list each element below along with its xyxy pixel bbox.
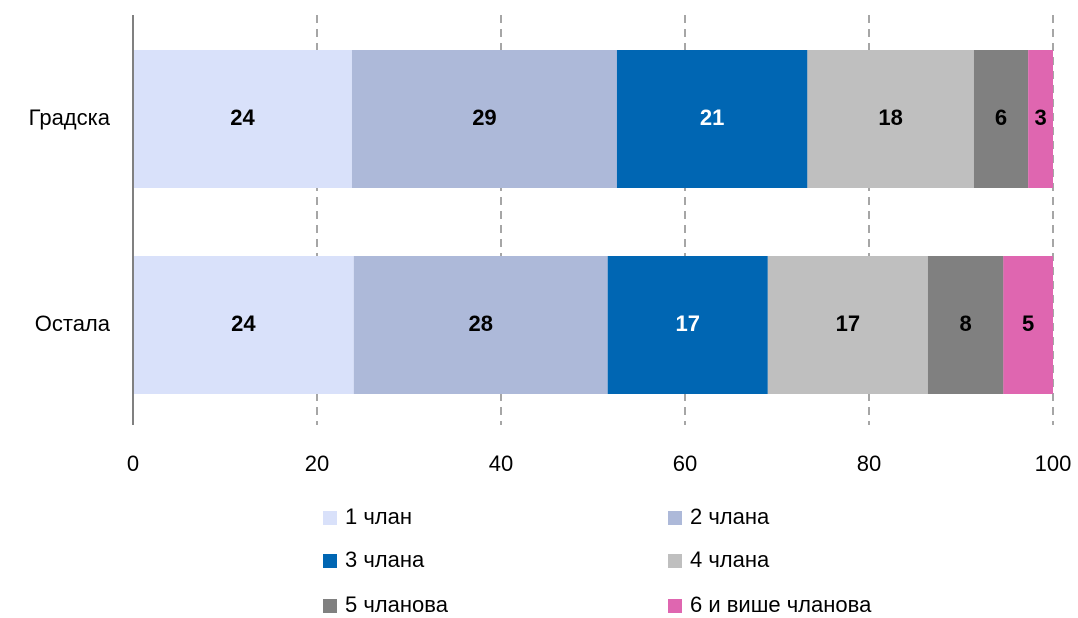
value-label: 6 — [995, 105, 1007, 130]
x-tick-label: 20 — [305, 451, 329, 476]
value-label: 24 — [231, 311, 256, 336]
bar-segment — [927, 256, 1004, 394]
value-label: 17 — [676, 311, 700, 336]
bar-segment — [353, 256, 608, 394]
legend-label: 6 и више чланова — [690, 592, 872, 617]
value-label: 24 — [230, 105, 255, 130]
bar-segment — [616, 50, 808, 188]
bar-segment — [1003, 256, 1053, 394]
bar-segment — [133, 256, 354, 394]
legend-swatch — [668, 511, 682, 525]
bar-segment — [807, 50, 974, 188]
bar-segment — [767, 256, 928, 394]
legend-label: 1 члан — [345, 504, 412, 529]
category-label: Остала — [35, 311, 111, 336]
bar-segment — [133, 50, 352, 188]
legend-swatch — [323, 599, 337, 613]
bar-segment — [973, 50, 1029, 188]
legend-swatch — [323, 511, 337, 525]
bar-segment — [351, 50, 617, 188]
bar-segment — [1028, 50, 1053, 188]
x-tick-label: 0 — [127, 451, 139, 476]
legend-label: 5 чланова — [345, 592, 449, 617]
x-tick-label: 100 — [1035, 451, 1072, 476]
value-label: 28 — [469, 311, 493, 336]
value-label: 8 — [959, 311, 971, 336]
value-label: 5 — [1022, 311, 1034, 336]
x-tick-label: 40 — [489, 451, 513, 476]
value-label: 3 — [1034, 105, 1046, 130]
x-tick-label: 80 — [857, 451, 881, 476]
value-label: 18 — [878, 105, 902, 130]
legend-swatch — [323, 554, 337, 568]
legend-label: 3 члана — [345, 547, 425, 572]
legend-swatch — [668, 599, 682, 613]
value-label: 17 — [836, 311, 860, 336]
category-label: Градска — [29, 105, 111, 130]
legend-swatch — [668, 554, 682, 568]
x-tick-label: 60 — [673, 451, 697, 476]
value-label: 29 — [472, 105, 496, 130]
bar-segment — [607, 256, 768, 394]
legend-label: 2 члана — [690, 504, 770, 529]
legend-label: 4 члана — [690, 547, 770, 572]
value-label: 21 — [700, 105, 724, 130]
